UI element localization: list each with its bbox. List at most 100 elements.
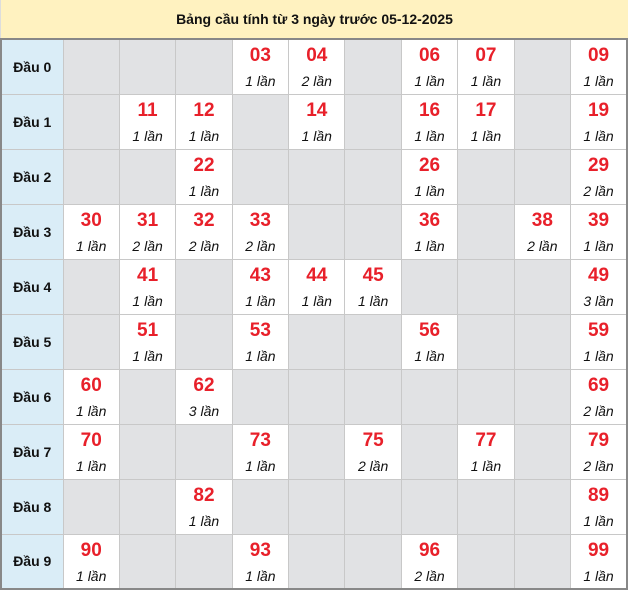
count-value: 1 lần: [470, 73, 502, 90]
empty-cell: [457, 148, 515, 205]
number-cell: 43 1 lần: [231, 258, 290, 315]
row-header: Đầu 6: [0, 368, 64, 425]
row-header: Đầu 2: [0, 148, 64, 205]
count-value: 1 lần: [132, 128, 163, 144]
empty-cell: [457, 478, 515, 535]
count-value: 3 lần: [583, 293, 614, 309]
count-value: 1 lần: [245, 458, 276, 474]
empty-cell: [457, 203, 515, 260]
empty-cell: [62, 258, 120, 315]
empty-cell: [288, 478, 346, 535]
empty-cell: [62, 313, 120, 370]
count-value: 1 lần: [414, 128, 445, 144]
empty-cell: [513, 423, 572, 480]
number-cell: 45 1 lần: [344, 258, 402, 315]
empty-cell: [231, 93, 290, 150]
empty-cell: [457, 258, 515, 315]
empty-cell: [118, 148, 177, 205]
count-value: 1 lần: [188, 183, 220, 199]
number-cell: 44 1 lần: [288, 258, 346, 315]
empty-cell: [457, 368, 515, 425]
empty-cell: [288, 368, 346, 425]
number-value: 59: [587, 320, 610, 341]
number-value: 16: [418, 100, 441, 121]
count-value: 1 lần: [188, 513, 220, 529]
table-row: Đầu 8 82 1 lần 89 1 lần: [0, 478, 628, 535]
number-cell: 75 2 lần: [344, 423, 402, 480]
number-value: 03: [249, 45, 271, 67]
number-cell: 16 1 lần: [400, 93, 459, 150]
empty-cell: [175, 313, 233, 370]
count-value: 1 lần: [245, 293, 276, 309]
count-value: 1 lần: [470, 128, 502, 144]
empty-cell: [400, 258, 459, 315]
number-cell: 04 2 lần: [288, 38, 346, 95]
number-value: 99: [587, 539, 610, 561]
count-value: 1 lần: [245, 348, 276, 364]
empty-cell: [175, 533, 233, 590]
empty-cell: [344, 313, 402, 370]
number-value: 06: [418, 45, 441, 67]
count-value: 1 lần: [132, 293, 163, 309]
count-value: 2 lần: [414, 567, 445, 584]
empty-cell: [62, 93, 120, 150]
empty-cell: [231, 148, 290, 205]
empty-cell: [288, 533, 346, 590]
table-row: Đầu 3 30 1 lần 31 2 lần 32 2 lần 33 2 lần 36 1 lần…: [0, 203, 628, 260]
empty-cell: [344, 203, 402, 260]
row-header: Đầu 9: [0, 533, 64, 590]
count-value: 1 lần: [583, 128, 614, 144]
count-value: 1 lần: [245, 567, 276, 584]
number-value: 11: [137, 100, 158, 121]
number-cell: 03 1 lần: [231, 38, 290, 95]
count-value: 2 lần: [301, 73, 332, 90]
table-row: Đầu 5 51 1 lần 53 1 lần 56 1 lần 59 1 lần: [0, 313, 628, 370]
number-cell: 49 3 lần: [570, 258, 628, 315]
number-value: 53: [249, 320, 271, 341]
empty-cell: [118, 533, 177, 590]
count-value: 1 lần: [583, 567, 614, 584]
number-cell: 09 1 lần: [570, 38, 628, 95]
count-value: 1 lần: [583, 348, 614, 364]
number-cell: 38 2 lần: [513, 203, 572, 260]
table-row: Đầu 7 70 1 lần 73 1 lần 75 2 lần 77 1 lần 79 2 lần: [0, 423, 628, 480]
empty-cell: [118, 478, 177, 535]
number-cell: 82 1 lần: [175, 478, 233, 535]
empty-cell: [62, 478, 120, 535]
number-value: 17: [475, 100, 497, 121]
number-value: 12: [193, 100, 215, 121]
number-value: 96: [418, 539, 441, 561]
number-value: 09: [587, 45, 610, 67]
number-value: 30: [80, 210, 102, 231]
empty-cell: [513, 93, 572, 150]
number-cell: 90 1 lần: [62, 533, 120, 590]
number-cell: 59 1 lần: [570, 313, 628, 370]
count-value: 1 lần: [301, 293, 332, 309]
count-value: 1 lần: [188, 128, 220, 144]
empty-cell: [400, 423, 459, 480]
number-value: 69: [587, 375, 610, 396]
number-value: 89: [587, 485, 610, 506]
empty-cell: [288, 313, 346, 370]
number-value: 79: [587, 430, 610, 451]
number-value: 56: [418, 320, 441, 341]
number-cell: 26 1 lần: [400, 148, 459, 205]
count-value: 3 lần: [188, 403, 220, 419]
number-cell: 69 2 lần: [570, 368, 628, 425]
count-value: 1 lần: [76, 458, 107, 474]
count-value: 1 lần: [76, 238, 107, 254]
number-value: 38: [531, 210, 553, 231]
number-value: 26: [418, 155, 441, 176]
table-title: Bảng cầu tính từ 3 ngày trước 05-12-2025: [0, 0, 628, 38]
number-value: 70: [80, 430, 102, 451]
empty-cell: [288, 203, 346, 260]
row-header: Đầu 1: [0, 93, 64, 150]
number-value: 44: [306, 265, 328, 286]
number-value: 51: [137, 320, 159, 341]
empty-cell: [344, 478, 402, 535]
table-row: Đầu 6 60 1 lần 62 3 lần 69 2 lần: [0, 368, 628, 425]
number-cell: 73 1 lần: [231, 423, 290, 480]
empty-cell: [231, 478, 290, 535]
table-row: Đầu 4 41 1 lần 43 1 lần 44 1 lần 45 1 lần 49 3 lần: [0, 258, 628, 315]
empty-cell: [513, 38, 572, 95]
